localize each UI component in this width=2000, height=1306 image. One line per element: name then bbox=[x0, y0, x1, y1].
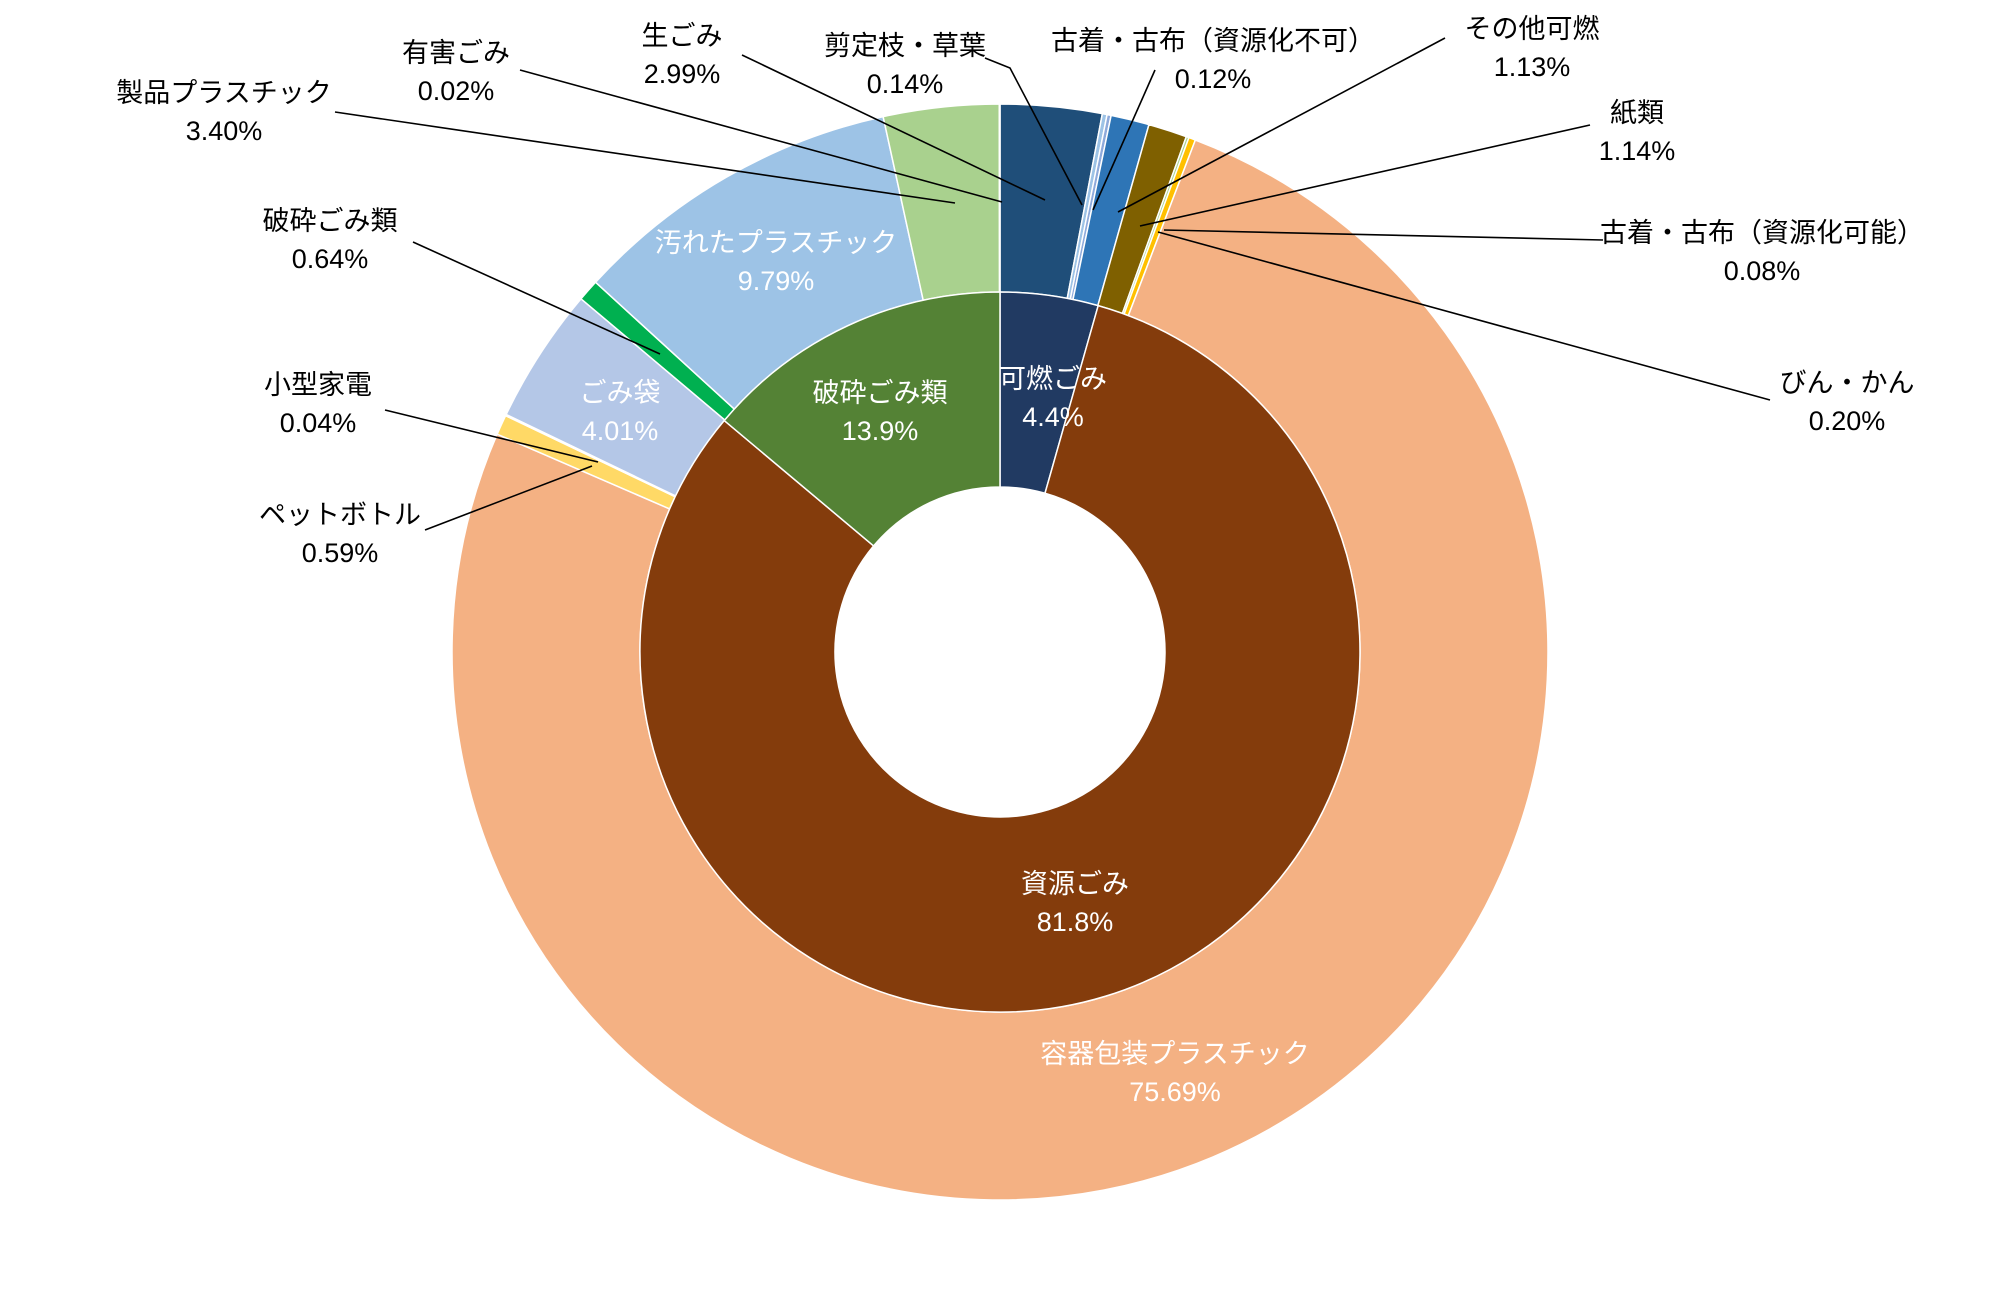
outer-label-value-7: 75.69% bbox=[1129, 1077, 1221, 1107]
leader-line-5 bbox=[1163, 229, 1604, 241]
outer-label-value-5: 0.08% bbox=[1724, 256, 1801, 286]
inner-slice-1 bbox=[639, 304, 1361, 1013]
outer-label-value-1: 0.14% bbox=[867, 69, 944, 99]
outer-label-value-10: 4.01% bbox=[582, 416, 659, 446]
outer-slice-14 bbox=[998, 103, 1001, 293]
inner-label-name-1: 資源ごみ bbox=[1021, 869, 1129, 900]
outer-label-name-5: 古着・古布（資源化可能） bbox=[1600, 218, 1924, 249]
leader-line-2 bbox=[1092, 69, 1156, 211]
leader-line-6 bbox=[1157, 231, 1771, 401]
leader-lines bbox=[334, 37, 1771, 531]
outer-label-name-14: 有害ごみ bbox=[402, 38, 510, 69]
inner-label-value-2: 13.9% bbox=[842, 416, 919, 446]
outer-label-name-6: びん・かん bbox=[1780, 368, 1915, 399]
inner-label-value-0: 4.4% bbox=[1022, 402, 1084, 432]
outer-label-name-12: 汚れたプラスチック bbox=[655, 228, 897, 259]
leader-line-4 bbox=[1139, 124, 1591, 227]
leader-line-14 bbox=[519, 69, 1003, 203]
leader-line-11 bbox=[412, 241, 661, 355]
outer-label-name-2: 古着・古布（資源化不可） bbox=[1051, 26, 1375, 57]
outer-label-value-6: 0.20% bbox=[1809, 406, 1886, 436]
outer-label-value-2: 0.12% bbox=[1175, 64, 1252, 94]
outer-label-value-9: 0.04% bbox=[280, 408, 357, 438]
leader-line-9 bbox=[384, 409, 599, 463]
slice-labels: 可燃ごみ 4.4% 資源ごみ 81.8% 破砕ごみ類 13.9% 生ごみ 2.99% 剪定枝・草… bbox=[116, 14, 1924, 1107]
outer-label-name-10: ごみ袋 bbox=[580, 378, 661, 409]
outer-label-name-13: 製品プラスチック bbox=[116, 78, 331, 109]
outer-label-name-4: 紙類 bbox=[1610, 98, 1664, 129]
inner-label-name-0: 可燃ごみ bbox=[999, 364, 1107, 395]
outer-label-name-3: その他可燃 bbox=[1465, 14, 1600, 45]
leader-line-13 bbox=[334, 111, 956, 204]
inner-label-name-2: 破砕ごみ類 bbox=[813, 378, 948, 409]
outer-label-name-8: ペットボトル bbox=[259, 500, 421, 531]
outer-label-value-8: 0.59% bbox=[302, 538, 379, 568]
outer-ring bbox=[451, 103, 1549, 1201]
inner-label-value-1: 81.8% bbox=[1037, 907, 1114, 937]
leader-line-1 bbox=[984, 57, 1083, 206]
outer-label-name-11: 破砕ごみ類 bbox=[263, 206, 398, 237]
outer-label-value-3: 1.13% bbox=[1494, 52, 1571, 82]
outer-label-name-0: 生ごみ bbox=[642, 21, 723, 52]
outer-label-value-14: 0.02% bbox=[418, 76, 495, 106]
leader-line-0 bbox=[741, 54, 1046, 201]
inner-ring bbox=[639, 291, 1361, 1013]
outer-label-name-1: 剪定枝・草葉 bbox=[824, 31, 986, 62]
outer-label-name-9: 小型家電 bbox=[264, 370, 372, 401]
outer-label-value-13: 3.40% bbox=[186, 116, 263, 146]
outer-label-value-4: 1.14% bbox=[1599, 136, 1676, 166]
inner-slice-2 bbox=[723, 291, 1001, 547]
outer-label-value-11: 0.64% bbox=[292, 244, 369, 274]
outer-label-value-0: 2.99% bbox=[644, 59, 721, 89]
outer-label-name-7: 容器包装プラスチック bbox=[1040, 1039, 1309, 1070]
leader-line-8 bbox=[424, 465, 593, 531]
outer-label-value-12: 9.79% bbox=[738, 266, 815, 296]
leader-line-3 bbox=[1117, 37, 1446, 213]
